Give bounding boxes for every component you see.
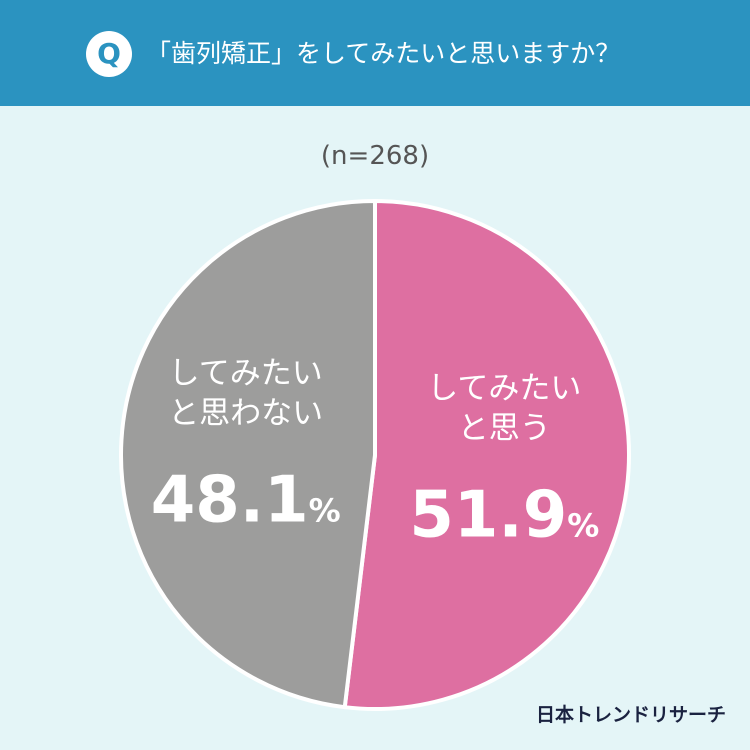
sample-size: (n=268) [320, 141, 430, 171]
pie-slice-1 [119, 199, 377, 710]
pie-label-text: してみたい [427, 371, 581, 407]
pie-slice-0 [342, 199, 631, 711]
question-badge: Q [86, 31, 132, 77]
pie-label-text: してみたい [169, 355, 323, 391]
pie-label-text: と思わない [168, 395, 323, 431]
pie-value-label: 51.9% [409, 479, 599, 553]
pie-value-label: 48.1% [151, 463, 341, 537]
pie-label-text: と思う [458, 411, 551, 447]
question-header: Q 「歯列矯正」をしてみたいと思いますか？ [0, 0, 750, 106]
brand-logo: 日本トレンドリサーチ [535, 704, 726, 726]
question-title: 「歯列矯正」をしてみたいと思いますか？ [146, 39, 621, 68]
